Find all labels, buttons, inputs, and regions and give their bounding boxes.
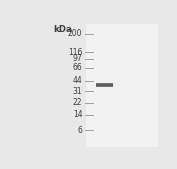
Bar [96, 85, 113, 86]
Text: 44: 44 [73, 76, 82, 85]
Bar [96, 86, 113, 87]
Bar [96, 82, 113, 83]
Text: 31: 31 [73, 87, 82, 96]
Text: 66: 66 [73, 63, 82, 72]
Bar [96, 87, 113, 88]
Text: 116: 116 [68, 48, 82, 57]
Bar [96, 83, 113, 84]
Bar [96, 84, 113, 85]
Bar [96, 82, 113, 83]
Text: kDa: kDa [53, 25, 72, 34]
Bar [86, 24, 158, 147]
Bar [96, 86, 113, 87]
Bar [96, 84, 113, 85]
Text: 97: 97 [73, 54, 82, 63]
Bar [96, 83, 113, 87]
Bar [96, 87, 113, 88]
Text: 14: 14 [73, 110, 82, 119]
Text: 200: 200 [68, 29, 82, 38]
Bar [96, 83, 113, 84]
Bar [96, 85, 113, 86]
Text: 6: 6 [78, 126, 82, 135]
Text: 22: 22 [73, 98, 82, 107]
